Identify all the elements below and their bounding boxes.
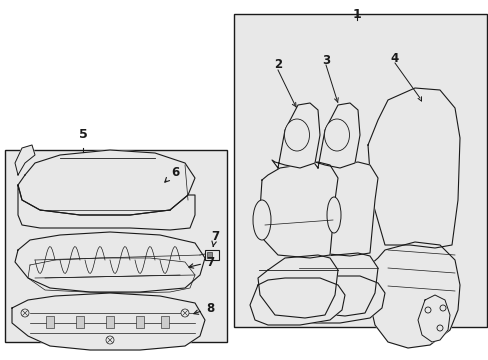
Text: 6: 6 bbox=[164, 166, 179, 182]
Text: 1: 1 bbox=[352, 8, 361, 21]
Polygon shape bbox=[271, 103, 319, 168]
Bar bbox=[234, 14, 486, 327]
Text: 7: 7 bbox=[188, 256, 214, 269]
Polygon shape bbox=[417, 295, 449, 342]
Bar bbox=[204, 250, 219, 260]
Bar bbox=[136, 316, 143, 328]
Polygon shape bbox=[15, 232, 204, 292]
Ellipse shape bbox=[326, 197, 340, 233]
Ellipse shape bbox=[252, 200, 270, 240]
Text: 2: 2 bbox=[273, 58, 282, 72]
Ellipse shape bbox=[324, 119, 349, 151]
Text: 8: 8 bbox=[193, 302, 214, 315]
Polygon shape bbox=[367, 242, 459, 348]
Polygon shape bbox=[18, 150, 195, 215]
Polygon shape bbox=[15, 145, 35, 175]
Text: 4: 4 bbox=[390, 51, 398, 64]
Polygon shape bbox=[18, 185, 195, 230]
Text: 7: 7 bbox=[210, 230, 219, 246]
Bar bbox=[76, 316, 84, 328]
Text: 5: 5 bbox=[79, 128, 87, 141]
Bar bbox=[206, 252, 212, 258]
Bar bbox=[161, 316, 169, 328]
Circle shape bbox=[21, 309, 29, 317]
Polygon shape bbox=[12, 293, 204, 350]
Polygon shape bbox=[289, 276, 384, 323]
Polygon shape bbox=[367, 88, 459, 248]
Bar bbox=[46, 316, 54, 328]
Bar bbox=[106, 316, 114, 328]
Polygon shape bbox=[249, 278, 345, 325]
Circle shape bbox=[424, 307, 430, 313]
Circle shape bbox=[106, 336, 114, 344]
Circle shape bbox=[181, 309, 189, 317]
Ellipse shape bbox=[284, 119, 309, 151]
Polygon shape bbox=[297, 253, 377, 316]
Polygon shape bbox=[299, 162, 377, 256]
Polygon shape bbox=[311, 103, 359, 168]
Polygon shape bbox=[260, 162, 337, 258]
Bar bbox=[5, 150, 226, 342]
Polygon shape bbox=[258, 255, 337, 318]
Circle shape bbox=[439, 305, 445, 311]
Text: 3: 3 bbox=[321, 54, 329, 67]
Circle shape bbox=[436, 325, 442, 331]
